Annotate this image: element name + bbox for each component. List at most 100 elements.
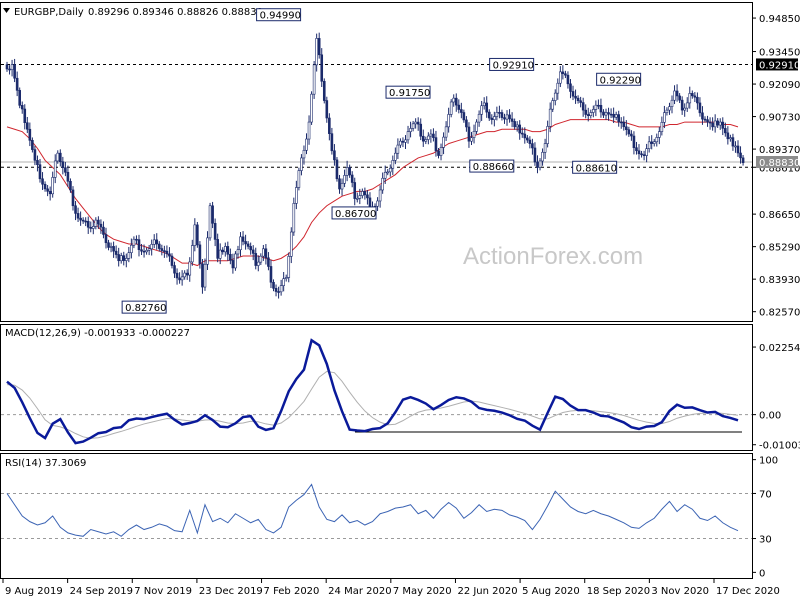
current-price-label-box (756, 156, 798, 168)
candle-body (536, 161, 539, 168)
candle-body (381, 177, 384, 191)
candle-body (345, 167, 349, 176)
candle-body (8, 68, 11, 71)
candle-body (467, 126, 471, 142)
dropdown-icon[interactable] (3, 8, 10, 13)
candle-body (188, 261, 192, 276)
macd-panel: MACD(12,26,9) -0.001933 -0.000227 0.0225… (1, 328, 800, 452)
rsi-levels (1, 492, 752, 540)
candle-body (579, 100, 582, 103)
candle-body (409, 128, 412, 132)
candle-body (526, 137, 529, 141)
candle-body (683, 107, 686, 111)
candle-body (729, 137, 732, 140)
candle-body (701, 112, 704, 120)
candle-body (229, 253, 232, 261)
candle-body (203, 263, 207, 288)
candle-body (399, 140, 402, 146)
candle-body (127, 252, 131, 259)
candle-body (510, 118, 514, 122)
candle-body (231, 260, 235, 269)
candle-body (297, 170, 301, 188)
candle-body (36, 160, 39, 166)
moving-average-layer (6, 119, 739, 267)
time-tick-label: 24 Mar 2020 (328, 586, 391, 597)
candle-body (315, 38, 318, 66)
candle-body (239, 236, 242, 251)
candle-body (543, 143, 547, 153)
candle-body (117, 254, 120, 262)
candle-body (640, 153, 643, 156)
candle-body (152, 239, 156, 245)
candle-body (546, 126, 549, 144)
time-tick-label: 5 Aug 2020 (522, 586, 580, 597)
price-tick-label: 0.82570 (759, 308, 800, 319)
candle-body (528, 139, 532, 144)
candle-body (432, 133, 435, 138)
candle-body (584, 109, 588, 115)
candle-body (175, 272, 179, 279)
candle-body (396, 144, 400, 154)
time-tick-label: 3 Nov 2020 (651, 586, 709, 597)
annotations-layer: 0.94990 0.92910 0.92290 0.91750 0.88660 0.886… (121, 8, 642, 314)
candle-body (736, 145, 740, 154)
candle-body (223, 246, 227, 253)
price-tick-label: 0.89370 (759, 145, 800, 156)
annotation-label-7: 0.82760 (125, 303, 166, 314)
candle-body (503, 117, 506, 120)
candle-body (305, 138, 308, 151)
candle-body (645, 148, 648, 156)
candle-body (721, 121, 725, 129)
candle-body (513, 121, 516, 128)
candle-body (586, 114, 590, 116)
candle-body (462, 112, 466, 121)
candle-body (574, 95, 577, 99)
candle-body (256, 261, 260, 266)
candle-body (221, 249, 225, 253)
candle-body (576, 97, 580, 102)
candle-body (449, 101, 453, 115)
candle-body (353, 182, 357, 199)
candle-body (132, 238, 136, 246)
candle-body (703, 118, 707, 121)
candle-body (241, 236, 245, 242)
macd-panel-frame (0, 324, 753, 451)
candle-body (193, 224, 197, 246)
candle-body (726, 132, 730, 140)
candle-body (361, 191, 364, 196)
candle-body (48, 191, 52, 195)
candle-body (208, 205, 212, 239)
candle-body (269, 266, 273, 283)
annotation-box-2 (596, 72, 642, 86)
candle-body (236, 249, 240, 255)
candle-body (33, 149, 37, 161)
candle-body (279, 285, 283, 293)
candle-body (97, 219, 100, 225)
candle-body (325, 100, 329, 119)
candle-body (741, 157, 745, 164)
candle-body (650, 141, 654, 144)
candle-body (251, 249, 255, 254)
annotation-box-0 (256, 8, 302, 22)
candle-body (246, 243, 250, 247)
annotation-label-3: 0.91750 (389, 88, 430, 99)
candle-body (272, 281, 275, 289)
candle-body (183, 272, 186, 278)
candle-body (15, 77, 19, 91)
candle-body (678, 95, 681, 101)
candle-body (112, 246, 115, 252)
candle-body (328, 117, 331, 134)
candle-body (607, 112, 610, 115)
candle-body (394, 152, 397, 161)
candle-body (71, 189, 75, 207)
candle-body (564, 73, 567, 76)
candle-body (376, 200, 379, 207)
macd-value-box (756, 408, 798, 421)
candle-body (531, 143, 534, 149)
candle-body (249, 246, 252, 251)
candle-body (124, 258, 128, 261)
price-tick-label: 0.88610 (759, 163, 800, 174)
candle-body (28, 128, 32, 141)
candle-body (658, 131, 661, 138)
candle-body (622, 121, 626, 128)
